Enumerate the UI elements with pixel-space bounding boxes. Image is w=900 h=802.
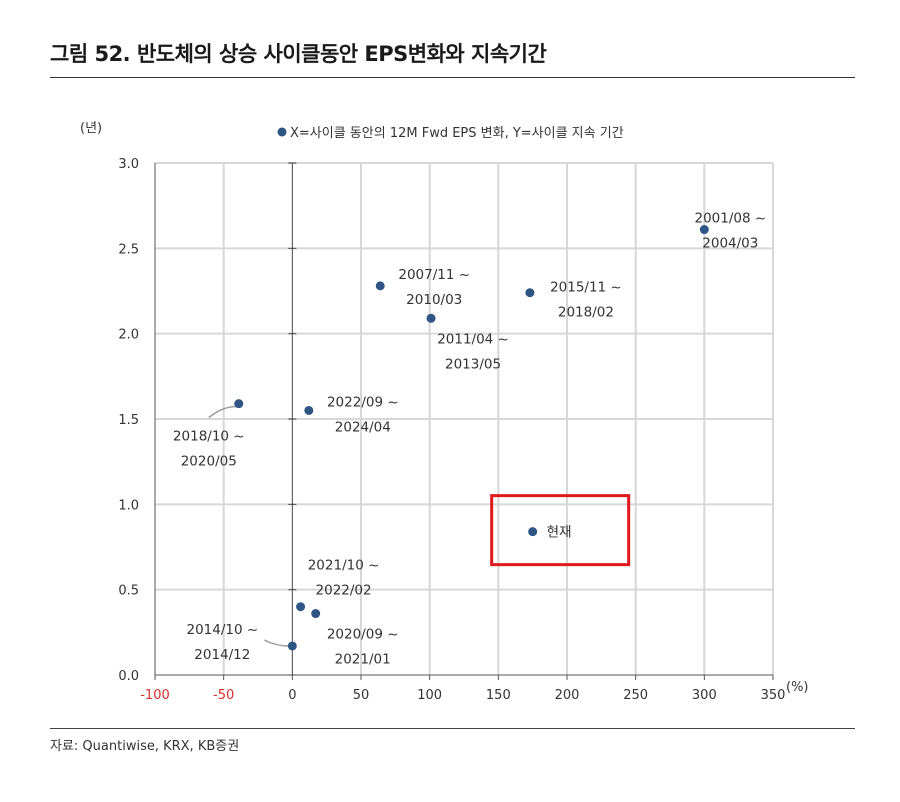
y-tick-label: 0.5 xyxy=(118,584,139,599)
x-tick-label: 250 xyxy=(623,688,648,703)
point-label: 2020/09 ~ xyxy=(327,627,399,643)
data-point xyxy=(296,602,306,612)
point-label: 2014/10 ~ xyxy=(186,622,258,638)
x-tick-label: 50 xyxy=(353,688,370,703)
point-label: 2001/08 ~ xyxy=(694,211,766,227)
data-labels: 2001/08 ~ 2004/03 2007/11 ~ 2010/03 2011/04 … xyxy=(173,211,766,668)
data-point xyxy=(426,313,436,323)
point-label: 2011/04 ~ xyxy=(437,331,509,347)
legend: X=사이클 동안의 12M Fwd EPS 변화, Y=사이클 지속 기간 xyxy=(277,126,624,141)
x-tick-label: 300 xyxy=(692,688,717,703)
point-label: 2021/10 ~ xyxy=(308,558,380,574)
source-note: 자료: Quantiwise, KRX, KB증권 xyxy=(50,739,240,754)
data-point xyxy=(304,405,314,415)
y-tick-label: 1.5 xyxy=(118,413,139,428)
grid-lines xyxy=(155,162,774,675)
tick-labels: 0.0 0.5 1.0 1.5 2.0 2.5 3.0 -100 -50 0 50 100 150 200… xyxy=(118,157,785,703)
x-tick-label: 350 xyxy=(761,688,786,703)
legend-text: X=사이클 동안의 12M Fwd EPS 변화, Y=사이클 지속 기간 xyxy=(290,126,624,141)
point-label: 2014/12 xyxy=(194,647,250,663)
x-tick-label: 100 xyxy=(417,688,442,703)
legend-marker xyxy=(277,127,287,137)
point-label: 2020/05 xyxy=(181,454,237,470)
x-tick-label: -100 xyxy=(140,688,170,703)
y-tick-label: 2.0 xyxy=(118,328,139,343)
axes xyxy=(154,162,774,680)
data-point xyxy=(287,641,297,651)
point-label: 2022/09 ~ xyxy=(327,394,399,410)
point-label: 2022/02 xyxy=(316,583,372,599)
title-divider xyxy=(50,77,855,78)
y-tick-label: 1.0 xyxy=(118,498,139,513)
figure-title: 그림 52. 반도체의 상승 사이클동안 EPS변화와 지속기간 xyxy=(50,42,547,66)
leader-lines xyxy=(208,405,289,647)
data-point xyxy=(699,225,709,235)
x-tick-label: 150 xyxy=(486,688,511,703)
data-point xyxy=(528,527,538,537)
leader-line xyxy=(263,639,289,647)
y-tick-label: 0.0 xyxy=(118,669,139,684)
point-label: 2024/04 xyxy=(335,419,391,435)
current-label: 현재 xyxy=(547,525,572,541)
data-points xyxy=(234,225,709,651)
data-point xyxy=(311,609,321,619)
x-tick-label: -50 xyxy=(213,688,234,703)
y-tick-label: 2.5 xyxy=(118,242,139,257)
point-label: 2013/05 xyxy=(445,356,501,372)
point-label: 2021/01 xyxy=(335,652,391,668)
leader-line xyxy=(208,405,236,419)
point-label: 2010/03 xyxy=(406,292,462,308)
y-tick-label: 3.0 xyxy=(118,157,139,172)
data-point xyxy=(234,399,244,409)
point-label: 2018/02 xyxy=(558,305,614,321)
point-label: 2004/03 xyxy=(702,236,758,252)
x-tick-label: 200 xyxy=(555,688,580,703)
y-axis-unit: (년) xyxy=(80,121,102,136)
current-highlight-box xyxy=(490,494,631,567)
data-point xyxy=(375,281,385,291)
x-axis-unit: (%) xyxy=(786,680,809,695)
point-label: 2015/11 ~ xyxy=(550,280,622,296)
point-label: 2018/10 ~ xyxy=(173,429,245,445)
data-point xyxy=(525,288,535,298)
point-label: 2007/11 ~ xyxy=(398,267,470,283)
footer-divider xyxy=(50,728,855,729)
x-tick-label: 0 xyxy=(288,688,296,703)
